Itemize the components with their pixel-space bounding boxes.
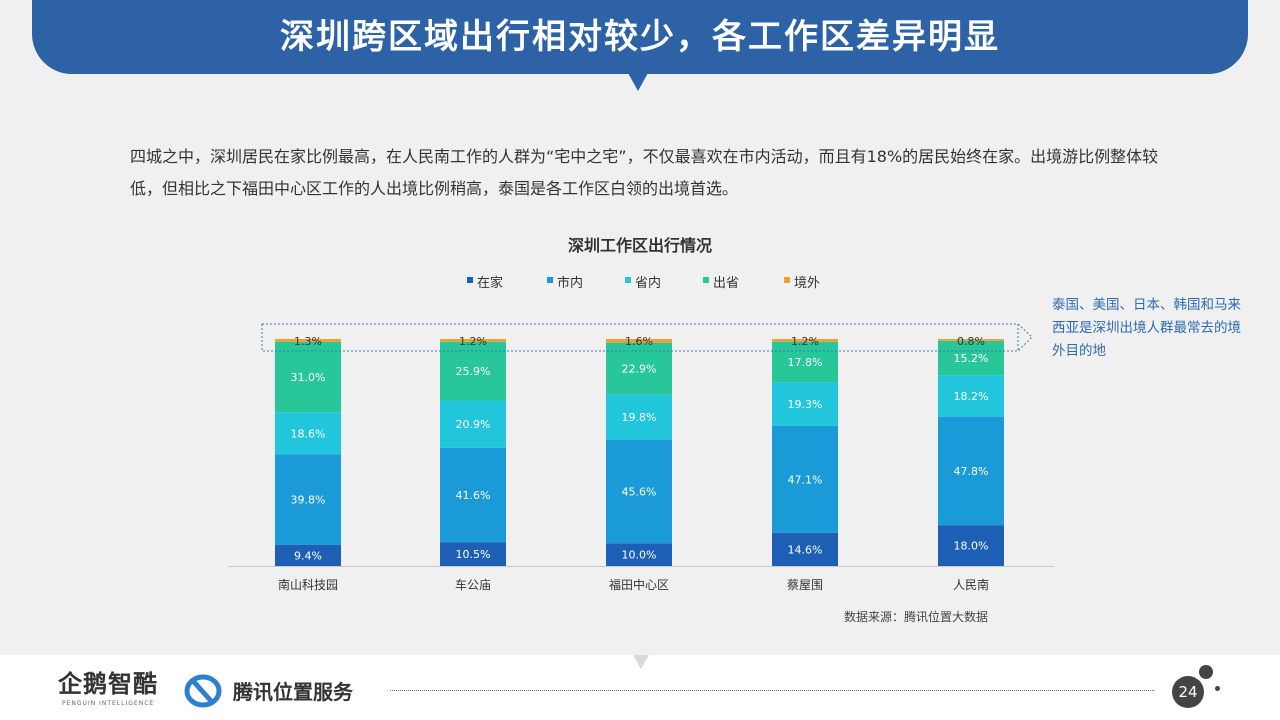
bar-segment [440,400,506,448]
penguin-intelligence-logo: 企鹅智酷 [58,670,158,698]
bar-segment [440,542,506,566]
x-tick-label: 福田中心区 [609,577,669,592]
data-label: 45.6% [622,485,657,498]
legend-swatch [547,277,553,283]
data-label: 1.3% [294,335,322,348]
legend-swatch [703,277,709,283]
legend-label: 出省 [713,276,739,291]
bar-segment [606,543,672,566]
bar-segment [440,447,506,543]
bar-segment [275,454,341,545]
highlight-box [261,323,1019,352]
data-label: 9.4% [294,549,322,562]
x-tick-label: 蔡屋围 [787,578,823,592]
data-label: 10.5% [456,548,491,561]
legend-label: 在家 [477,275,503,291]
bar-segment [275,544,341,566]
data-label: 18.2% [954,390,989,403]
data-label: 10.0% [622,549,657,562]
footer-notch [633,655,649,669]
data-label: 25.9% [456,365,491,378]
title-banner [32,0,1248,74]
bar-segment [440,339,506,342]
x-tick-label: 人民南 [953,577,989,592]
chart-title: 深圳工作区出行情况 [567,236,712,255]
page-dot-icon [1199,665,1213,679]
data-source: 数据来源：腾讯位置大数据 [844,610,989,624]
data-label: 15.2% [954,352,989,365]
bar-segment [440,341,506,401]
tencent-location-icon [184,674,222,708]
data-label: 20.9% [456,418,491,431]
bar-segment [938,339,1004,341]
bar-segment [275,341,341,413]
bar-segment [606,439,672,544]
legend-label: 境外 [794,276,820,291]
penguin-intelligence-logo-sub: PENGUIN INTELLIGENCE [62,700,155,707]
page-dot-small-icon [1215,686,1220,691]
bar-segment [938,416,1004,526]
bar-segment [772,532,838,566]
data-label: 41.6% [456,489,491,502]
data-label: 47.8% [954,465,989,478]
x-tick-label: 车公庙 [455,577,491,592]
footer-divider [390,690,1155,691]
data-label: 22.9% [622,363,657,376]
bar-segment [606,339,672,343]
legend-swatch [625,277,631,283]
bar-segment [275,412,341,455]
x-tick-label: 南山科技园 [278,577,338,592]
banner-pointer [628,73,648,91]
data-label: 14.6% [788,543,823,556]
data-label: 18.6% [291,427,326,440]
data-label: 19.3% [788,398,823,411]
page-title: 深圳跨区域出行相对较少，各工作区差异明显 [280,17,1000,57]
data-label: 1.6% [625,335,653,348]
data-label: 31.0% [291,371,326,384]
data-label: 0.8% [957,335,985,348]
callout-pointer [1017,323,1033,352]
page-number: 24 [1172,676,1204,708]
bar-segment [275,339,341,342]
bar-segment [938,375,1004,417]
legend-label: 市内 [557,275,583,291]
data-label: 19.8% [622,411,657,424]
legend-label: 省内 [635,275,661,291]
data-label: 47.1% [788,473,823,486]
bar-segment [938,340,1004,376]
bar-segment [772,425,838,533]
bar-segment [772,382,838,426]
data-label: 39.8% [291,494,326,507]
tencent-location-logo: 腾讯位置服务 [233,680,353,704]
data-label: 1.2% [791,335,819,348]
callout-text: 泰国、美国、日本、韩国和马来西亚是深圳出境人群最常去的境外目的地 [1052,297,1241,359]
data-label: 1.2% [459,335,487,348]
data-label: 18.0% [954,540,989,553]
bar-segment [606,394,672,440]
bar-segment [772,341,838,383]
legend-swatch [784,277,790,283]
legend-swatch [467,277,473,283]
data-label: 17.8% [788,356,823,369]
intro-paragraph: 四城之中，深圳居民在家比例最高，在人民南工作的人群为“宅中之宅”，不仅最喜欢在市… [130,147,1159,198]
bar-segment [938,525,1004,566]
bar-segment [772,339,838,342]
